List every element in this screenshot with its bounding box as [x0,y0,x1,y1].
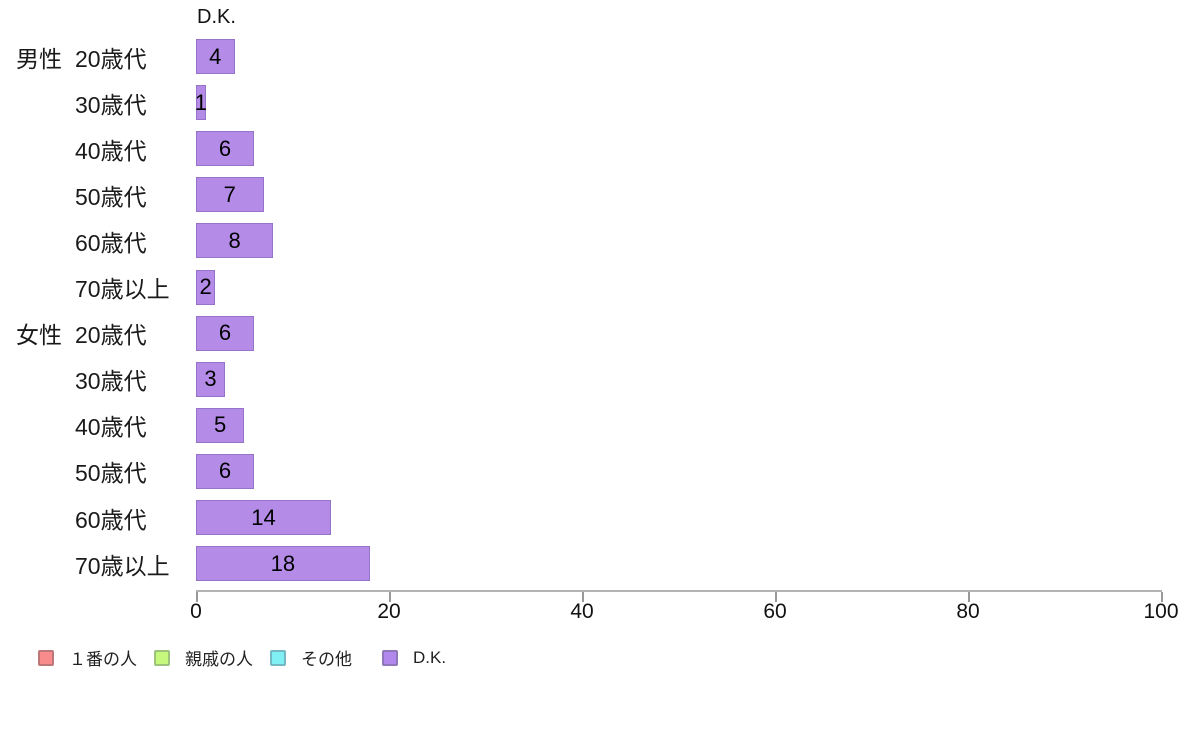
x-axis-tick-label: 60 [763,600,787,623]
legend-swatch [382,649,398,666]
category-age-label: 20歳代 [75,45,147,72]
x-axis-tick-label: 100 [1143,600,1179,623]
category-age-label: 70歳以上 [75,552,170,579]
chart-row: 70歳以上 2 [0,269,1188,305]
x-axis-tick-label: 40 [570,600,594,623]
bar: 6 [196,315,254,351]
bar: 18 [196,546,370,582]
legend: １番の人 親戚の人 その他 D.K. [38,645,463,670]
legend-label: 親戚の人 [185,650,253,669]
bar: 3 [196,361,225,397]
bar: 7 [196,177,264,213]
x-axis-tick [968,592,970,602]
bar-value-label: 2 [199,274,212,299]
category-label: 30歳代 [0,362,189,397]
chart-row: 60歳代 8 [0,223,1188,259]
bar: 5 [196,407,245,443]
x-axis-tick [582,592,584,602]
chart-row: 50歳代 7 [0,177,1188,213]
category-age-label: 40歳代 [75,414,147,441]
category-age-label: 30歳代 [75,368,147,395]
category-group-label: 女性 [16,322,62,349]
bar: 14 [196,500,332,535]
legend-item: その他 [270,645,352,670]
category-group-label: 男性 [16,45,62,72]
series-header-label: D.K. [197,6,236,28]
chart-row: 70歳以上 18 [0,546,1188,582]
bar: 1 [194,85,207,121]
x-axis-tick [389,592,391,602]
legend-swatch [38,649,54,666]
category-age-label: 60歳代 [75,506,147,533]
bar-value-label: 14 [251,504,276,530]
bar-value-label: 6 [218,458,232,484]
chart-row: 30歳代 3 [0,361,1188,397]
bar-value-label: 18 [270,550,296,576]
bar-value-label: 6 [218,320,232,346]
bar: 8 [196,223,274,259]
category-label: 女性 20歳代 [0,316,189,351]
bar: 6 [196,131,254,167]
bar-value-label: 8 [228,227,241,253]
x-axis-tick [1161,592,1163,602]
category-age-label: 20歳代 [75,322,147,349]
bar-value-label: 1 [194,89,207,115]
category-age-label: 30歳代 [75,91,147,118]
legend-swatch [154,649,170,666]
x-axis-line [196,590,1162,592]
legend-swatch [270,649,286,666]
chart-row: 男性 20歳代 4 [0,39,1188,74]
bar-value-label: 5 [214,412,227,438]
category-label: 40歳代 [0,408,189,443]
category-label: 70歳以上 [0,546,189,581]
x-axis-tick-label: 20 [377,600,401,623]
x-axis-tick-label: 0 [190,600,202,623]
chart-row: 40歳代 6 [0,131,1188,167]
category-age-label: 40歳代 [75,137,147,164]
category-age-label: 60歳代 [75,229,147,256]
category-label: 40歳代 [0,131,189,166]
legend-item: 親戚の人 [154,645,253,670]
x-axis-tick [196,592,198,602]
category-label: 60歳代 [0,223,189,258]
legend-label: １番の人 [69,650,137,669]
legend-item: １番の人 [38,645,137,670]
legend-label: その他 [301,650,352,669]
chart-row: 30歳代 1 [0,85,1188,121]
bar-value-label: 7 [223,181,236,207]
bar-value-label: 6 [218,135,232,161]
legend-label: D.K. [413,647,447,667]
bar-value-label: 3 [204,366,217,392]
bar-value-label: 4 [209,43,222,69]
category-label: 70歳以上 [0,270,189,305]
category-label: 50歳代 [0,454,189,489]
category-label: 60歳代 [0,500,189,535]
chart-row: 50歳代 6 [0,453,1188,489]
category-age-label: 50歳代 [75,460,147,487]
bar: 4 [196,39,235,74]
chart-row: 60歳代 14 [0,500,1188,535]
x-axis-tick [775,592,777,602]
category-label: 30歳代 [0,85,189,120]
bar: 6 [196,453,254,489]
x-axis-tick-label: 80 [956,600,980,623]
category-label: 男性 20歳代 [0,39,189,74]
chart-row: 女性 20歳代 6 [0,315,1188,351]
category-age-label: 50歳代 [75,183,147,210]
legend-item: D.K. [382,648,446,668]
bar: 2 [196,269,216,305]
category-label: 50歳代 [0,177,189,212]
chart-row: 40歳代 5 [0,407,1188,443]
category-age-label: 70歳以上 [75,276,170,302]
